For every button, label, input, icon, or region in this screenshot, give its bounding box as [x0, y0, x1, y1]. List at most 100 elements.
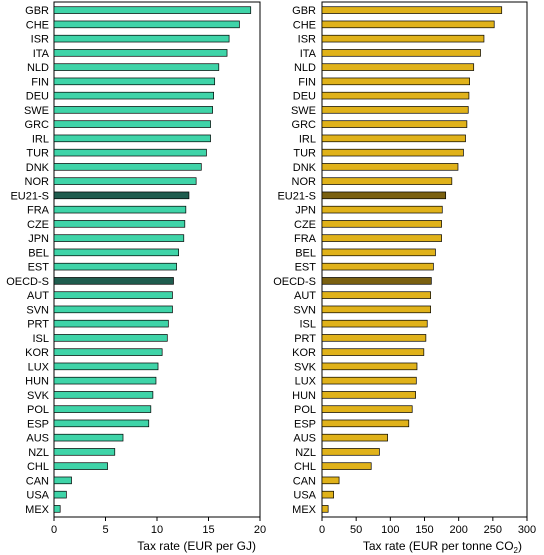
category-label: CHE — [26, 19, 49, 31]
category-label: CHL — [294, 461, 316, 473]
category-label: ISL — [32, 333, 49, 345]
bar-eu21-s — [321, 191, 447, 200]
category-label: DEU — [26, 91, 49, 103]
bar-aus — [321, 433, 388, 442]
x-axis-label: Tax rate (EUR per GJ) — [137, 539, 256, 553]
bar-esp — [321, 419, 410, 428]
bar-svk — [321, 362, 418, 371]
category-label: OECD-S — [273, 276, 316, 288]
category-label: NOR — [292, 176, 317, 188]
bar-isl — [321, 319, 428, 328]
category-label: NOR — [25, 176, 50, 188]
category-label: CHE — [293, 19, 316, 31]
category-label: GBR — [25, 5, 49, 17]
x-tick-label: 50 — [350, 524, 362, 536]
bar-can — [321, 476, 340, 485]
category-label: JPN — [295, 205, 316, 217]
bar-gbr — [53, 6, 252, 14]
x-tick-label: 5 — [102, 524, 108, 536]
category-label: POL — [294, 404, 316, 416]
category-label: USA — [293, 490, 316, 502]
category-label: JPN — [28, 233, 49, 245]
bar-isr — [53, 34, 230, 43]
category-label: SVK — [27, 390, 50, 402]
category-label: TUR — [293, 148, 316, 160]
x-tick-label: 10 — [151, 524, 163, 536]
bar-bel — [321, 248, 436, 257]
category-label: DNK — [293, 162, 317, 174]
bar-deu — [321, 91, 470, 100]
category-label: AUT — [294, 290, 316, 302]
category-label: CZE — [294, 219, 316, 231]
category-label: ESP — [294, 418, 316, 430]
bar-usa — [321, 490, 334, 499]
category-label: FRA — [294, 233, 317, 245]
category-label: FIN — [31, 76, 49, 88]
bar-esp — [53, 419, 150, 428]
category-label: EST — [28, 262, 50, 274]
bar-dnk — [321, 163, 459, 171]
bar-pol — [53, 405, 152, 413]
bar-hun — [321, 391, 416, 399]
bar-can — [53, 476, 72, 485]
bar-fra — [321, 234, 442, 242]
bar-ita — [321, 49, 481, 57]
category-label: AUS — [293, 433, 316, 445]
category-label: KOR — [25, 347, 49, 359]
x-tick-label: 20 — [254, 524, 266, 536]
category-label: FRA — [27, 205, 50, 217]
category-label: IRL — [32, 133, 49, 145]
category-label: ISR — [298, 34, 316, 46]
category-label: SVK — [294, 361, 317, 373]
bar-grc — [321, 120, 468, 128]
bar-prt — [321, 334, 427, 342]
category-label: IRL — [299, 133, 316, 145]
x-tick-label: 0 — [319, 524, 325, 536]
category-label: CZE — [27, 219, 49, 231]
bar-aut — [53, 291, 173, 299]
category-label: CHL — [27, 461, 49, 473]
bar-irl — [321, 134, 466, 143]
bar-lux — [53, 362, 159, 371]
category-label: KOR — [292, 347, 316, 359]
category-label: GRC — [292, 119, 317, 131]
category-label: USA — [26, 490, 49, 502]
bar-nor — [321, 177, 453, 185]
bar-swe — [321, 106, 469, 114]
category-label: EU21-S — [277, 190, 316, 202]
bar-aus — [53, 433, 124, 442]
x-tick-label: 0 — [51, 524, 57, 536]
bar-kor — [53, 348, 163, 356]
bar-usa — [53, 490, 67, 499]
bar-nld — [53, 63, 220, 71]
category-label: DNK — [26, 162, 50, 174]
bar-cze — [53, 220, 186, 228]
bar-che — [321, 20, 495, 29]
category-label: ESP — [27, 418, 49, 430]
category-label: SVN — [293, 304, 316, 316]
category-label: POL — [27, 404, 49, 416]
bar-aut — [321, 291, 432, 299]
bar-isl — [53, 334, 168, 342]
category-label: AUS — [26, 433, 49, 445]
bar-pol — [321, 405, 413, 413]
category-label: NLD — [27, 62, 49, 74]
bar-tur — [53, 148, 207, 157]
bar-irl — [53, 134, 211, 143]
chart-panel-1: GBR CHE ISR ITA NLD FIN DEU SWE GRC IRL TUR DNK NOR E… — [6, 1, 266, 553]
category-label: DEU — [293, 91, 316, 103]
bar-chl — [53, 462, 108, 470]
category-label: NLD — [294, 62, 316, 74]
bar-cze — [321, 220, 442, 228]
bar-mex — [321, 505, 329, 513]
bar-mex — [53, 505, 61, 513]
category-label: EU21-S — [10, 190, 49, 202]
bar-nzl — [53, 448, 116, 456]
bar-lux — [321, 376, 417, 385]
category-label: CAN — [293, 475, 316, 487]
category-label: ITA — [33, 48, 50, 60]
category-label: GBR — [292, 5, 316, 17]
category-label: AUT — [27, 290, 49, 302]
bar-fra — [53, 205, 187, 214]
